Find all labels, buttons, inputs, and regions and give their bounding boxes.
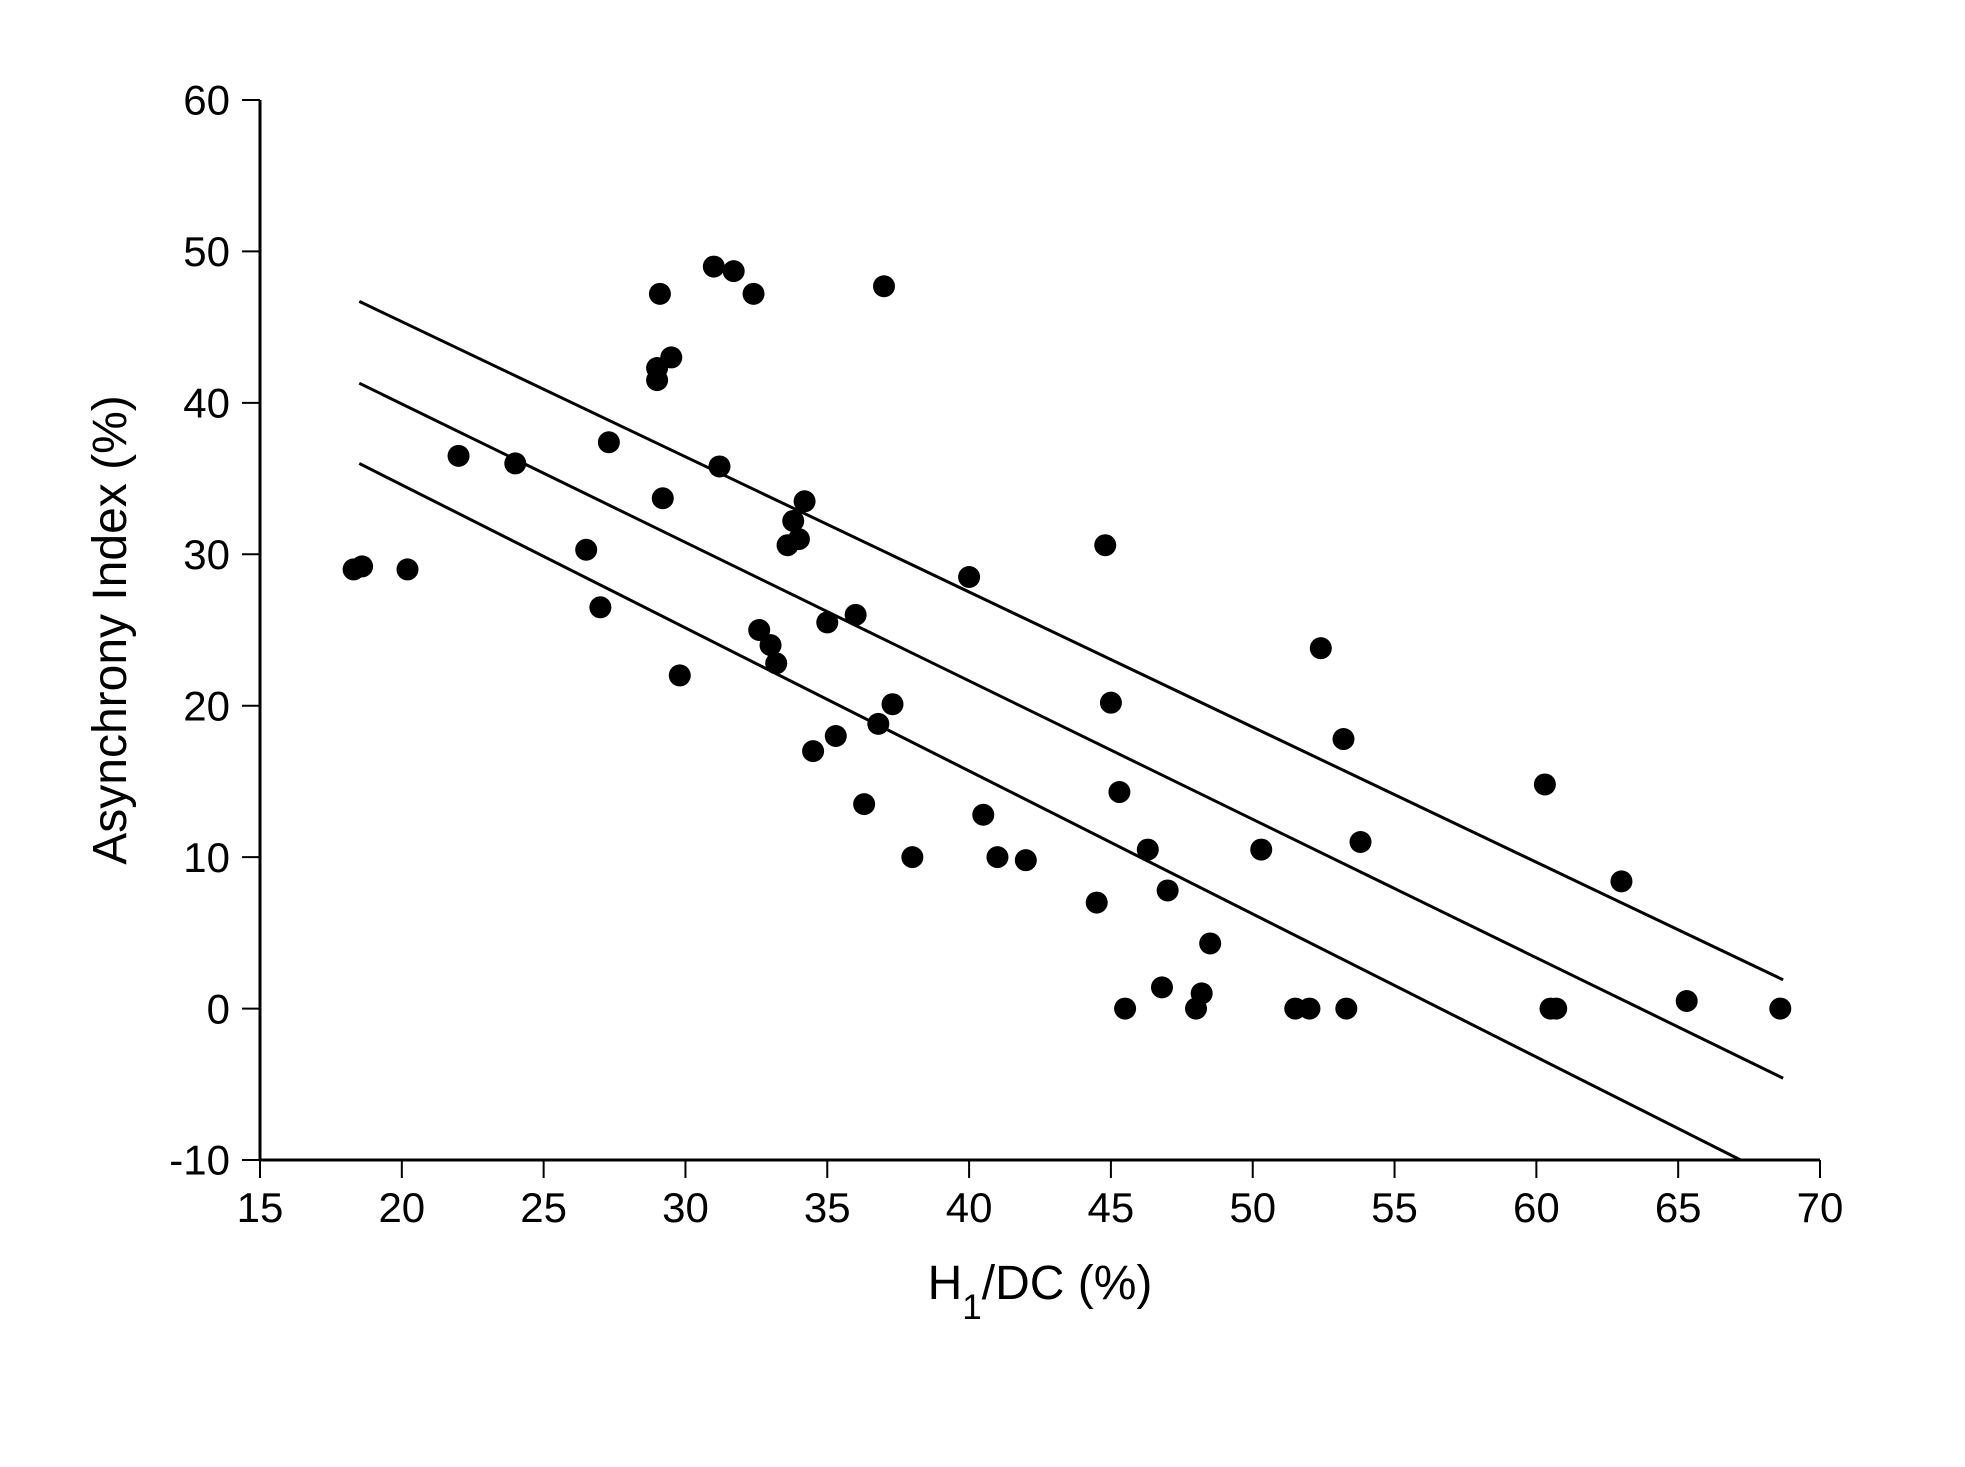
x-tick-label: 50	[1229, 1184, 1276, 1231]
data-point	[652, 487, 674, 509]
x-tick-label: 60	[1513, 1184, 1560, 1231]
data-point	[1191, 982, 1213, 1004]
data-point	[1157, 879, 1179, 901]
x-tick-label: 45	[1088, 1184, 1135, 1231]
y-axis-label: Asynchrony Index (%)	[84, 395, 137, 865]
data-point	[873, 275, 895, 297]
x-tick-label: 65	[1655, 1184, 1702, 1231]
x-tick-label: 70	[1797, 1184, 1844, 1231]
scatter-chart: 15 20 25 30 35 40 45 50 55 60 65 70 -10 0 10 20 30 40 50 60…	[0, 0, 1965, 1467]
data-point	[1610, 870, 1632, 892]
data-point	[901, 846, 923, 868]
data-point	[1335, 998, 1357, 1020]
data-point	[1199, 932, 1221, 954]
data-point	[575, 539, 597, 561]
data-point	[802, 740, 824, 762]
data-point	[589, 596, 611, 618]
data-point	[351, 555, 373, 577]
data-point	[1086, 892, 1108, 914]
data-point	[1534, 773, 1556, 795]
data-point	[660, 346, 682, 368]
data-point	[598, 431, 620, 453]
data-point	[794, 490, 816, 512]
data-point	[1676, 990, 1698, 1012]
data-point	[765, 652, 787, 674]
data-point	[845, 604, 867, 626]
data-point	[1310, 637, 1332, 659]
data-point	[649, 283, 671, 305]
data-point	[646, 369, 668, 391]
data-point	[1332, 728, 1354, 750]
y-tick-label: 50	[183, 228, 230, 275]
data-point	[788, 528, 810, 550]
data-point	[1151, 976, 1173, 998]
y-tick-label: 0	[207, 985, 230, 1032]
data-point	[743, 283, 765, 305]
data-point	[986, 846, 1008, 868]
y-tick-label: 60	[183, 77, 230, 124]
data-point	[1108, 781, 1130, 803]
x-axis-label: H1/DC (%)	[928, 1257, 1153, 1327]
data-point	[504, 452, 526, 474]
data-point	[448, 445, 470, 467]
data-point	[853, 793, 875, 815]
regression-center	[359, 383, 1783, 1078]
data-point	[1114, 998, 1136, 1020]
data-point	[669, 664, 691, 686]
y-tick-label: -10	[169, 1137, 230, 1184]
data-point	[958, 566, 980, 588]
data-point	[867, 713, 889, 735]
x-tick-label: 30	[662, 1184, 709, 1231]
y-tick-label: 20	[183, 682, 230, 729]
data-point	[1769, 998, 1791, 1020]
data-point	[396, 558, 418, 580]
data-point	[1015, 849, 1037, 871]
data-point	[1094, 534, 1116, 556]
data-point	[972, 804, 994, 826]
data-point	[703, 256, 725, 278]
regression-lower	[359, 463, 1740, 1160]
x-tick-label: 15	[237, 1184, 284, 1231]
data-point	[1350, 831, 1372, 853]
data-point	[825, 725, 847, 747]
regression-upper	[359, 301, 1783, 979]
x-tick-label: 40	[946, 1184, 993, 1231]
x-tick-label: 35	[804, 1184, 851, 1231]
data-point	[708, 455, 730, 477]
data-point	[882, 693, 904, 715]
x-tick-label: 25	[520, 1184, 567, 1231]
data-point	[816, 611, 838, 633]
data-point	[723, 260, 745, 282]
data-point	[1137, 839, 1159, 861]
y-tick-label: 40	[183, 380, 230, 427]
x-tick-label: 20	[378, 1184, 425, 1231]
y-tick-label: 10	[183, 834, 230, 881]
y-tick-label: 30	[183, 531, 230, 578]
data-point	[1100, 692, 1122, 714]
data-point	[1298, 998, 1320, 1020]
x-tick-label: 55	[1371, 1184, 1418, 1231]
chart-svg: 15 20 25 30 35 40 45 50 55 60 65 70 -10 0 10 20 30 40 50 60…	[0, 0, 1965, 1467]
data-point	[1545, 998, 1567, 1020]
data-point	[1250, 839, 1272, 861]
